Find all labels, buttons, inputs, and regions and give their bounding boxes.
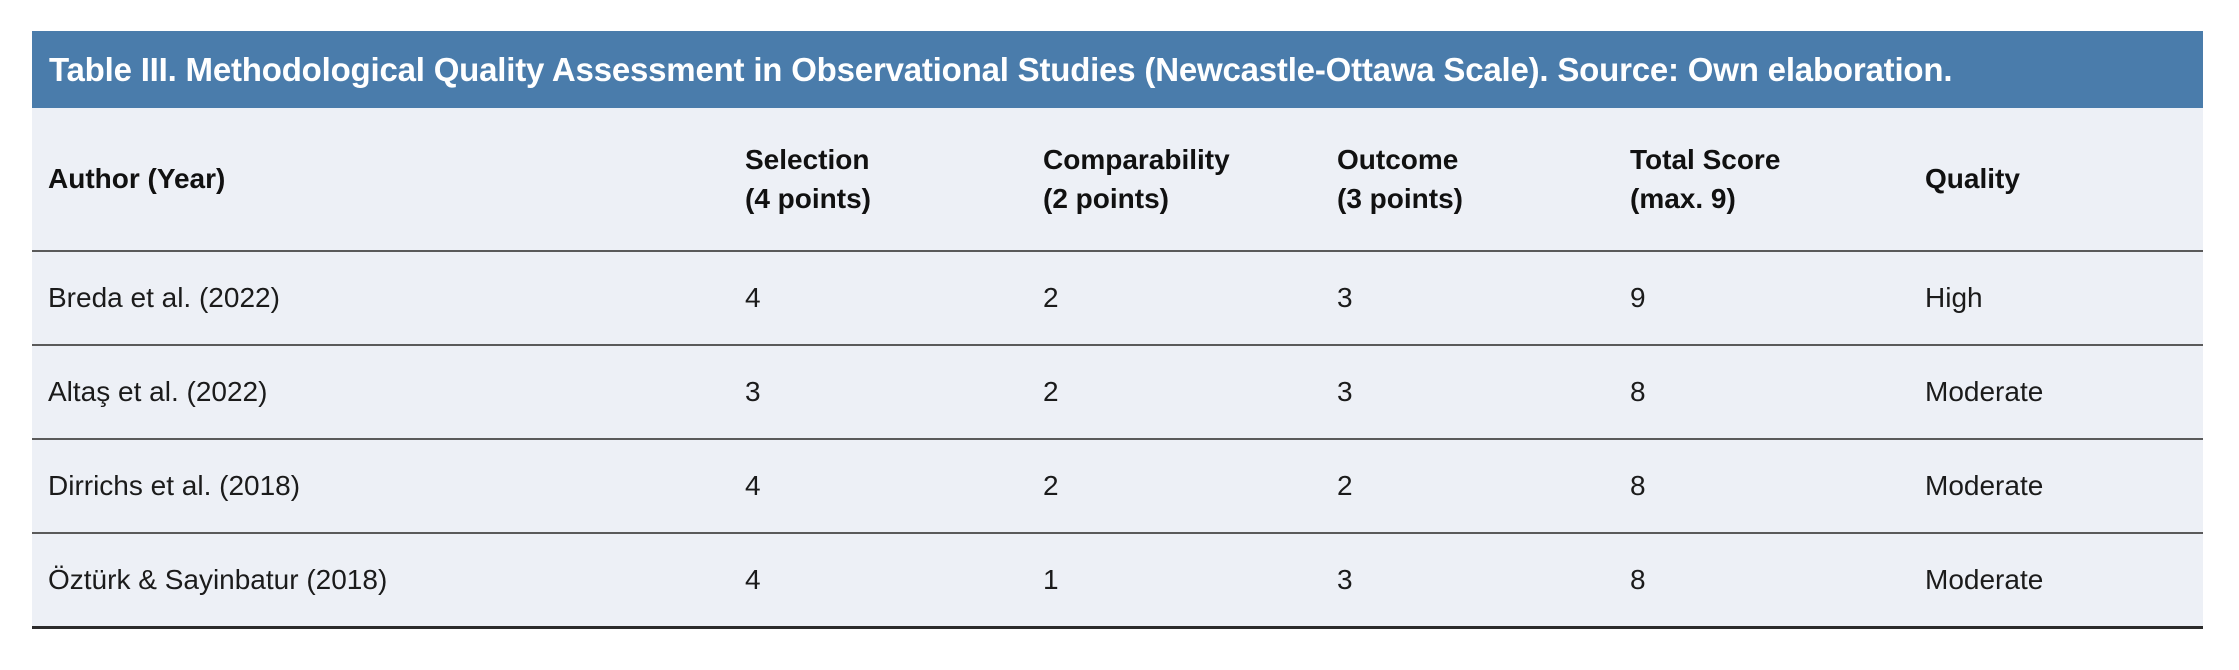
header-quality: Quality xyxy=(1925,163,2020,195)
cell-total-score: 8 xyxy=(1630,564,1646,595)
header-selection: Selection (4 points) xyxy=(745,143,871,214)
cell-total-score: 8 xyxy=(1630,376,1646,407)
table-title-bar: Table III. Methodological Quality Assess… xyxy=(32,31,2203,108)
header-author-year: Author (Year) xyxy=(48,163,226,195)
cell-quality: Moderate xyxy=(1925,470,2044,501)
header-outcome: Outcome (3 points) xyxy=(1337,143,1463,214)
quality-assessment-table: Table III. Methodological Quality Assess… xyxy=(32,31,2203,629)
table-row: Dirrichs et al. (2018) 4 2 2 8 Moderate xyxy=(32,438,2203,532)
cell-selection: 4 xyxy=(745,470,761,501)
cell-comparability: 2 xyxy=(1043,282,1059,313)
cell-quality: High xyxy=(1925,282,1983,313)
cell-quality: Moderate xyxy=(1925,376,2044,407)
cell-author: Öztürk & Sayinbatur (2018) xyxy=(48,564,388,595)
cell-outcome: 2 xyxy=(1337,470,1353,501)
table-row: Breda et al. (2022) 4 2 3 9 High xyxy=(32,250,2203,344)
cell-author: Breda et al. (2022) xyxy=(48,282,280,313)
table-header-row: Author (Year) Selection (4 points) Compa… xyxy=(32,108,2203,250)
cell-outcome: 3 xyxy=(1337,564,1353,595)
header-total-score: Total Score (max. 9) xyxy=(1630,143,1781,214)
cell-author: Altaş et al. (2022) xyxy=(48,376,268,407)
cell-author: Dirrichs et al. (2018) xyxy=(48,470,301,501)
cell-comparability: 2 xyxy=(1043,470,1059,501)
cell-selection: 4 xyxy=(745,282,761,313)
cell-total-score: 9 xyxy=(1630,282,1646,313)
cell-quality: Moderate xyxy=(1925,564,2044,595)
table-row: Öztürk & Sayinbatur (2018) 4 1 3 8 Moder… xyxy=(32,532,2203,626)
cell-outcome: 3 xyxy=(1337,376,1353,407)
cell-comparability: 2 xyxy=(1043,376,1059,407)
header-comparability: Comparability (2 points) xyxy=(1043,143,1230,214)
table-row: Altaş et al. (2022) 3 2 3 8 Moderate xyxy=(32,344,2203,438)
cell-selection: 3 xyxy=(745,376,761,407)
table-title: Table III. Methodological Quality Assess… xyxy=(49,50,1953,88)
cell-comparability: 1 xyxy=(1043,564,1059,595)
cell-total-score: 8 xyxy=(1630,470,1646,501)
cell-outcome: 3 xyxy=(1337,282,1353,313)
cell-selection: 4 xyxy=(745,564,761,595)
